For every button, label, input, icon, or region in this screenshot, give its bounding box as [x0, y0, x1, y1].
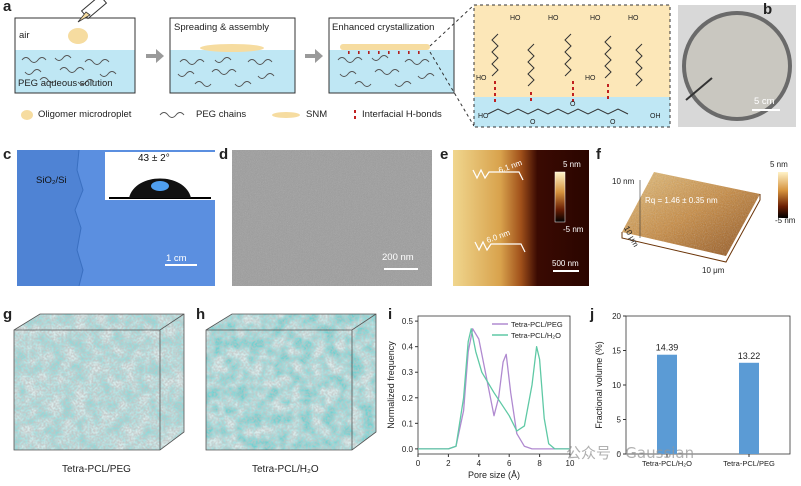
fractional-volume-chart: 0 5 10 15 20 Fractional volume (%) 14.39 Tetra-…: [594, 312, 791, 468]
arrow-2: [305, 49, 323, 63]
x-tick-label: 2: [446, 459, 451, 468]
box2-title: Spreading & assembly: [174, 22, 270, 33]
x-tick-label: 8: [537, 459, 542, 468]
box-spreading: [169, 17, 296, 94]
afm3d-x-label: 10 μm: [702, 266, 725, 275]
pore-size-chart: 0 2 4 6 8 10 0.0 0.1 0.2 0.3 0.4 0.5 Pore size (Å) No…: [386, 315, 575, 480]
bar-value-label-1: 14.39: [656, 343, 679, 353]
box-crystallization: [328, 17, 455, 94]
panel-label-i: i: [388, 306, 393, 323]
box3-title: Enhanced crystallization: [332, 22, 435, 33]
label-o-1: O: [530, 119, 536, 126]
afm-edge-image: [453, 150, 589, 286]
panel-label-g: g: [3, 306, 13, 323]
box-initial: [14, 0, 136, 94]
y-axis-label: Fractional volume (%): [594, 341, 604, 429]
arrow-1: [146, 49, 164, 63]
panel-label-j: j: [590, 306, 595, 323]
label-ho-6: HO: [585, 75, 596, 82]
afm3d-roughness: Rq = 1.46 ± 0.35 nm: [645, 196, 718, 205]
x-axis-label: Pore size (Å): [468, 470, 520, 480]
wafer-scale-label: 5 cm: [754, 96, 775, 107]
panel-label-a: a: [3, 0, 12, 15]
y-tick-label: 20: [612, 312, 621, 321]
y-tick-label: 0.1: [402, 419, 414, 428]
plot-frame: [625, 315, 791, 455]
x-tick-label: 4: [477, 459, 482, 468]
sem-scale-label: 200 nm: [382, 252, 414, 263]
watermark: 公众号 · Gaussian: [566, 444, 695, 462]
box1-air-label: air: [19, 30, 30, 41]
panel-label-c: c: [3, 146, 12, 163]
md-boxes: [13, 313, 377, 451]
label-ho-5: HO: [476, 75, 487, 82]
x-category-label-2: Tetra-PCL/PEG: [723, 459, 775, 468]
panel-a-legend: [21, 110, 356, 120]
afm3d-z-label: 10 nm: [612, 177, 635, 186]
y-tick-label: 5: [617, 416, 622, 425]
label-ho-2: HO: [548, 15, 559, 22]
substrate-label: SiO₂/Si: [36, 175, 67, 186]
y-tick-label: 0: [617, 450, 622, 459]
x-tick-label: 0: [416, 459, 421, 468]
x-category-label-1: Tetra-PCL/H₂O: [642, 459, 692, 468]
legend-chains: PEG chains: [196, 109, 247, 120]
contact-angle-label: 43 ± 2°: [138, 153, 170, 164]
y-tick-label: 0.2: [402, 394, 414, 403]
y-tick-label: 0.0: [402, 445, 414, 454]
label-ho-1: HO: [510, 15, 521, 22]
y-tick-label: 10: [612, 381, 621, 390]
series-line-1: [418, 328, 570, 450]
bar-1: [657, 354, 677, 454]
y-tick-label: 0.5: [402, 317, 414, 326]
pipette-icon: [77, 0, 108, 23]
legend-snm: SNM: [306, 109, 328, 120]
afm3d-cbar-max: 5 nm: [770, 160, 788, 169]
panel-label-h: h: [196, 306, 206, 323]
label-ho-4: HO: [628, 15, 639, 22]
panel-label-f: f: [596, 146, 601, 163]
y-tick-label: 0.4: [402, 343, 414, 352]
series-line-2: [418, 328, 570, 450]
sio2-photo: [17, 150, 215, 286]
afm-3d-surface: [621, 172, 788, 263]
legend-label-2: Tetra-PCL/H₂O: [511, 331, 561, 340]
box1-solution-label: PEG aqueous solution: [18, 78, 113, 89]
md-caption-h2o: Tetra-PCL/H₂O: [252, 464, 319, 475]
panel-label-b: b: [763, 1, 773, 18]
legend-droplet: Oligomer microdroplet: [38, 109, 132, 120]
label-oh-1: OH: [650, 113, 661, 120]
y-tick-label: 15: [612, 347, 621, 356]
label-ho-3: HO: [590, 15, 601, 22]
plot-frame: [417, 315, 571, 455]
panel-label-d: d: [219, 146, 229, 163]
x-tick-label: 10: [566, 459, 575, 468]
wafer-photo: [678, 5, 796, 127]
bar-2: [739, 362, 759, 454]
md-caption-peg: Tetra-PCL/PEG: [62, 464, 131, 475]
y-tick-label: 0.3: [402, 368, 414, 377]
bar-value-label-2: 13.22: [738, 351, 761, 361]
y-axis-label: Normalized frequency: [386, 341, 396, 429]
x-tick-label: 6: [507, 459, 512, 468]
afm3d-cbar-min: -5 nm: [775, 216, 796, 225]
sem-image: [232, 150, 432, 286]
afm-cbar-max: 5 nm: [563, 160, 581, 169]
label-o-3: O: [610, 119, 616, 126]
label-ho-7: HO: [478, 113, 489, 120]
panel-label-e: e: [440, 146, 449, 163]
oligomer-droplet-icon: [68, 28, 88, 44]
afm-scale-label: 500 nm: [552, 259, 579, 268]
panel-c-scale: 1 cm: [166, 253, 187, 264]
afm-cbar-min: -5 nm: [563, 225, 584, 234]
label-o-2: O: [570, 101, 576, 108]
molecular-zoom: HO HO HO HO HO HO HO OH O O O: [473, 4, 671, 128]
legend-hbonds: Interfacial H-bonds: [362, 109, 442, 120]
legend-label-1: Tetra-PCL/PEG: [511, 320, 563, 329]
